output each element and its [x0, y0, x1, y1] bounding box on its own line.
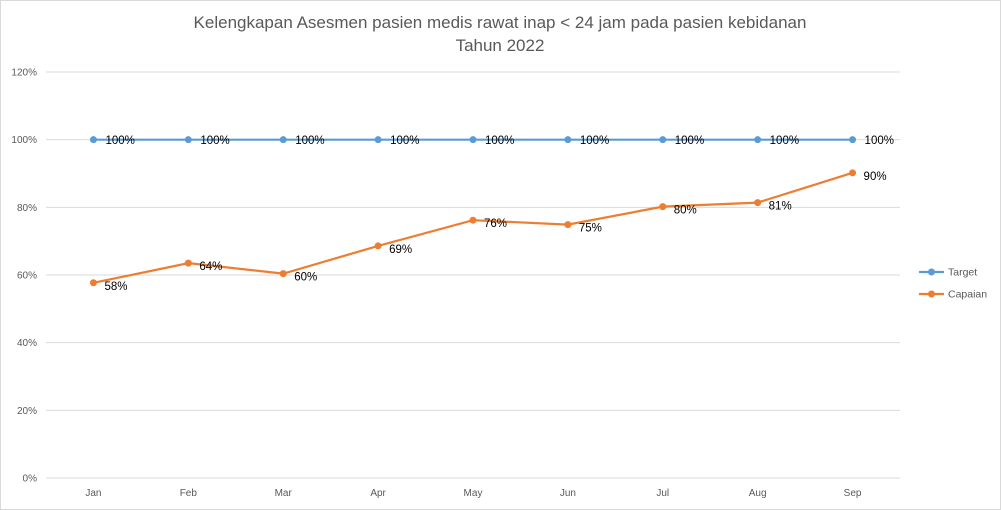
x-tick-label: May	[464, 488, 483, 499]
chart-subtitle: Tahun 2022	[456, 36, 545, 55]
x-tick-label: Jul	[656, 488, 669, 499]
y-tick-label: 20%	[17, 406, 37, 417]
y-tick-label: 120%	[11, 68, 37, 79]
data-label: 60%	[294, 272, 317, 284]
data-point	[279, 270, 287, 278]
legend-label: Capaian	[948, 289, 987, 301]
x-tick-label: Feb	[180, 488, 198, 499]
data-point	[184, 136, 192, 144]
data-point	[89, 279, 97, 287]
y-tick-label: 40%	[17, 338, 37, 349]
chart-title: Kelengkapan Asesmen pasien medis rawat i…	[194, 13, 807, 32]
y-tick-label: 0%	[23, 474, 38, 485]
data-point	[184, 259, 192, 267]
data-point	[89, 136, 97, 144]
data-label: 100%	[390, 135, 419, 147]
x-tick-label: Jun	[560, 488, 576, 499]
data-point	[374, 136, 382, 144]
data-label: 80%	[674, 205, 697, 217]
y-tick-label: 80%	[17, 203, 37, 214]
data-point	[279, 136, 287, 144]
data-point	[849, 136, 857, 144]
data-label: 100%	[580, 135, 609, 147]
data-label: 90%	[864, 171, 887, 183]
data-point	[469, 136, 477, 144]
data-point	[564, 136, 572, 144]
data-point	[469, 216, 477, 224]
data-label: 64%	[199, 261, 222, 273]
data-label: 100%	[770, 135, 799, 147]
data-label: 100%	[485, 135, 514, 147]
data-point	[374, 242, 382, 250]
data-label: 69%	[389, 244, 412, 256]
data-point	[754, 136, 762, 144]
legend-label: Target	[948, 267, 977, 279]
x-tick-label: Mar	[275, 488, 293, 499]
legend-marker	[928, 268, 935, 276]
data-point	[659, 203, 667, 211]
data-point	[754, 199, 762, 207]
legend-marker	[928, 290, 935, 298]
data-label: 75%	[579, 223, 602, 235]
data-label: 100%	[105, 135, 134, 147]
y-tick-label: 60%	[17, 271, 37, 282]
data-label: 81%	[769, 201, 792, 213]
y-tick-label: 100%	[11, 135, 37, 146]
data-point	[849, 169, 857, 177]
x-tick-label: Apr	[370, 488, 386, 499]
data-label: 100%	[200, 135, 229, 147]
x-tick-label: Aug	[749, 488, 767, 499]
data-label: 76%	[484, 218, 507, 230]
data-label: 58%	[104, 281, 127, 293]
data-label: 100%	[865, 135, 894, 147]
data-point	[659, 136, 667, 144]
x-tick-label: Jan	[85, 488, 101, 499]
data-point	[564, 221, 572, 229]
data-label: 100%	[675, 135, 704, 147]
x-tick-label: Sep	[844, 488, 862, 499]
data-label: 100%	[295, 135, 324, 147]
